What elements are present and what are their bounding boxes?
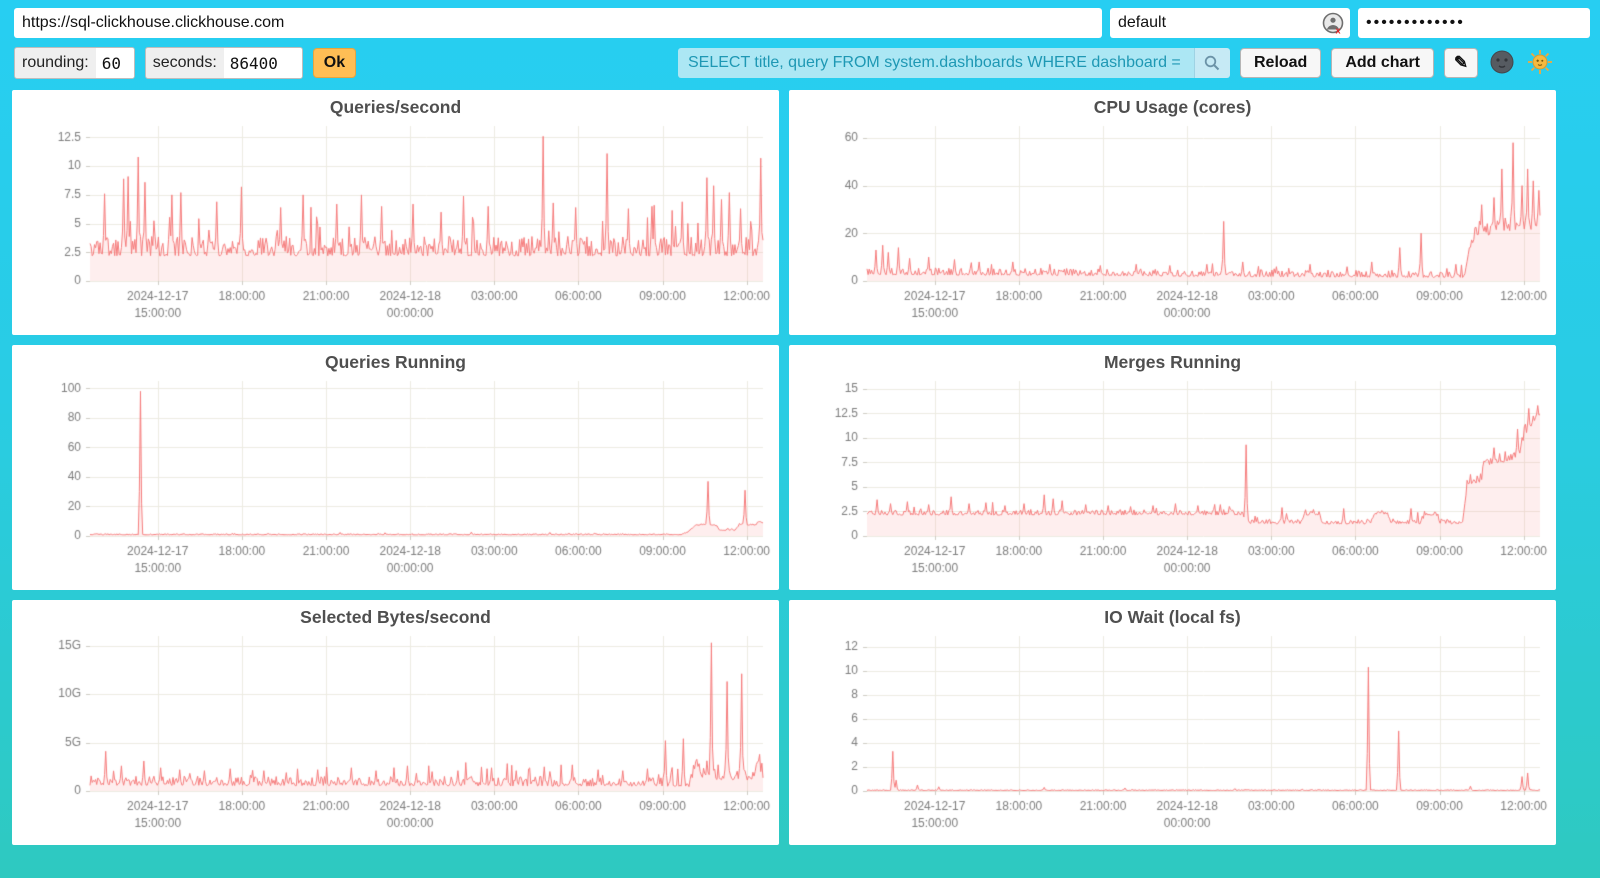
chart-canvas-selected-bytes-second[interactable] [12, 600, 779, 845]
rounding-label: rounding: [22, 54, 89, 71]
chart-panel-selected-bytes-second: Selected Bytes/second [12, 600, 779, 845]
dashboard-grid: Queries/second CPU Usage (cores) Queries… [12, 90, 1556, 845]
seconds-input[interactable] [223, 48, 302, 78]
search-icon [1205, 55, 1220, 71]
dashboard-query-input[interactable] [677, 48, 1194, 78]
ok-button[interactable]: Ok [312, 48, 357, 78]
pencil-icon: ✎ [1453, 53, 1469, 72]
reload-button[interactable]: Reload [1239, 48, 1322, 78]
add-chart-button[interactable]: Add chart [1331, 48, 1434, 78]
svg-text:x: x [1336, 26, 1341, 35]
user-field-wrap: x [1110, 8, 1350, 38]
chart-panel-merges-running: Merges Running [789, 345, 1556, 590]
server-url-input[interactable] [14, 8, 1102, 38]
password-manager-icon[interactable]: x [1322, 12, 1344, 36]
chart-panel-queries-second: Queries/second [12, 90, 779, 335]
seconds-label: seconds: [152, 54, 217, 71]
password-input[interactable] [1358, 8, 1590, 38]
chart-panel-cpu-usage-cores: CPU Usage (cores) [789, 90, 1556, 335]
light-theme-button[interactable] [1526, 49, 1554, 77]
chart-canvas-queries-running[interactable] [12, 345, 779, 590]
dark-theme-button[interactable] [1488, 49, 1516, 77]
moon-face-icon [1490, 50, 1514, 74]
chart-canvas-io-wait-local-fs[interactable] [789, 600, 1556, 845]
query-search-wrap [677, 48, 1230, 78]
rounding-control: rounding: [14, 47, 135, 79]
search-button[interactable] [1193, 48, 1230, 78]
chart-panel-io-wait-local-fs: IO Wait (local fs) [789, 600, 1556, 845]
edit-charts-button[interactable]: ✎ [1444, 48, 1478, 78]
controls-bar: rounding: seconds: Ok Reload Add chart ✎ [14, 47, 1554, 79]
username-input[interactable] [1110, 8, 1350, 38]
chart-canvas-merges-running[interactable] [789, 345, 1556, 590]
chart-canvas-queries-second[interactable] [12, 90, 779, 335]
chart-canvas-cpu-usage-cores[interactable] [789, 90, 1556, 335]
seconds-control: seconds: [144, 47, 303, 79]
connection-bar: x [14, 8, 1590, 38]
chart-panel-queries-running: Queries Running [12, 345, 779, 590]
sun-face-icon [1528, 50, 1552, 74]
rounding-input[interactable] [95, 48, 134, 78]
